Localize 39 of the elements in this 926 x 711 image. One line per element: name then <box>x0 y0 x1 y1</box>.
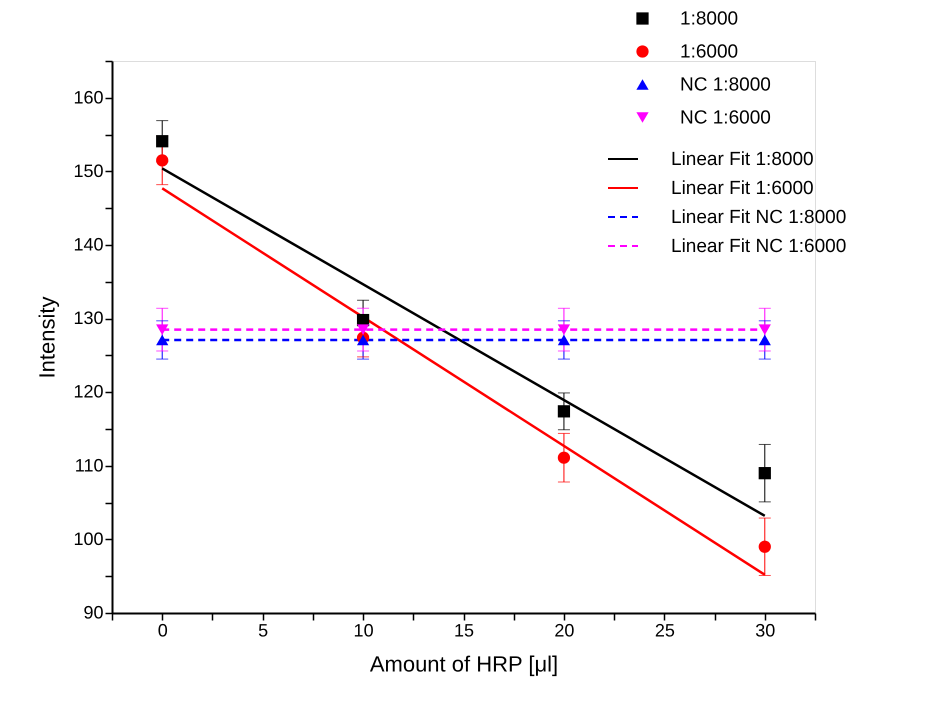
legend-label: 1:6000 <box>680 42 738 62</box>
point <box>156 324 168 335</box>
y-tick-label: 110 <box>74 455 104 476</box>
y-tick-label: 150 <box>73 160 104 181</box>
y-tick-label: 160 <box>73 87 104 108</box>
y-tick-label: 130 <box>73 308 104 328</box>
point <box>758 324 771 335</box>
y-axis-title: Intensity <box>34 296 60 378</box>
legend-label: NC 1:6000 <box>680 108 771 128</box>
y-tick-label: 100 <box>73 528 104 549</box>
point <box>758 540 771 553</box>
point <box>156 154 168 166</box>
x-tick-label: 5 <box>258 620 268 640</box>
point <box>356 334 370 346</box>
x-tick-label: 25 <box>654 620 675 640</box>
legend-label: 1:8000 <box>680 8 738 30</box>
point <box>558 324 570 335</box>
point <box>558 452 570 464</box>
point <box>758 467 771 480</box>
legend-label: Linear Fit 1:6000 <box>671 178 814 199</box>
y-tick-label: 90 <box>83 602 104 622</box>
legend-label: Linear Fit NC 1:6000 <box>671 236 846 257</box>
point <box>558 334 570 346</box>
point <box>758 334 771 346</box>
point <box>156 334 168 346</box>
legend-label: NC 1:8000 <box>680 74 771 96</box>
point <box>156 135 168 148</box>
legend-label: Linear Fit NC 1:8000 <box>671 207 846 228</box>
x-axis-title: Amount of HRP [μl] <box>370 652 558 676</box>
point <box>356 324 370 335</box>
y-tick-label: 120 <box>73 382 104 402</box>
point <box>558 405 570 418</box>
y-tick-label: 140 <box>73 234 104 254</box>
legend-label: Linear Fit 1:8000 <box>671 149 814 170</box>
x-tick-label: 10 <box>354 620 374 640</box>
x-tick-label: 30 <box>755 620 776 640</box>
x-tick-label: 20 <box>554 620 574 640</box>
x-tick-label: 0 <box>158 620 168 640</box>
x-tick-label: 15 <box>454 620 474 640</box>
